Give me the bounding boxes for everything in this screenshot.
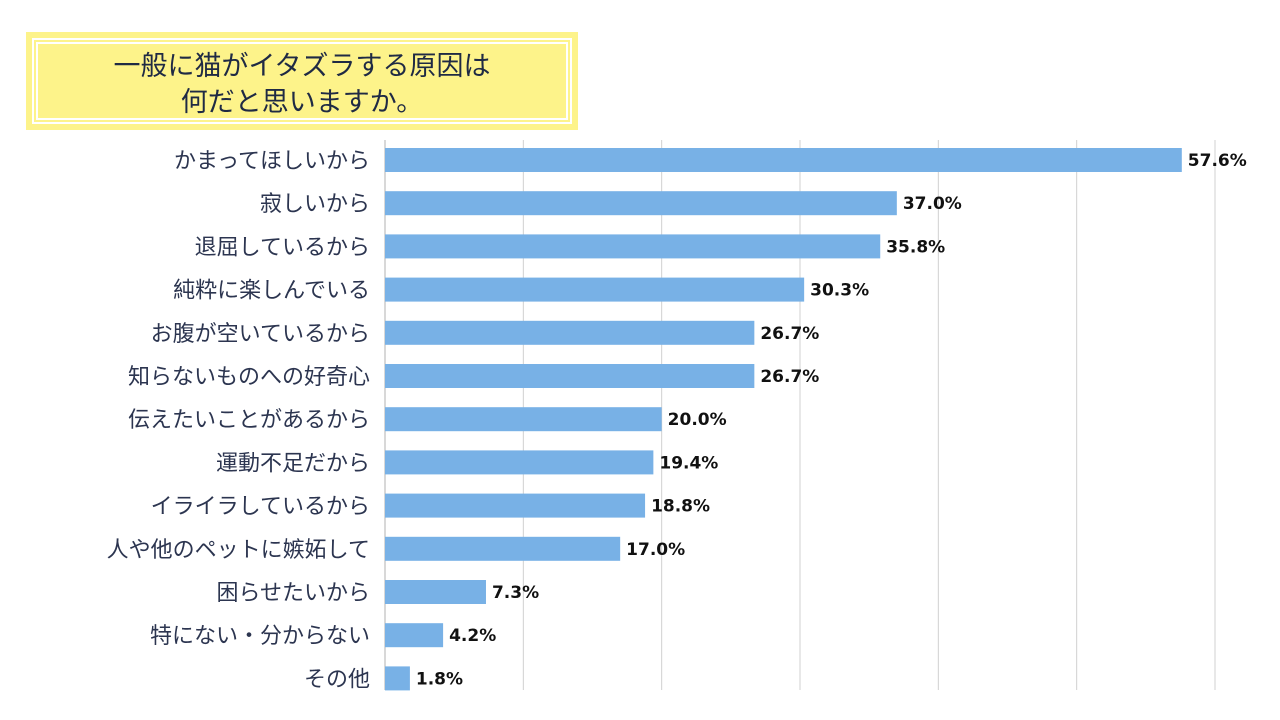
bar	[385, 666, 410, 691]
category-label: 人や他のペットに嫉妬して	[107, 538, 370, 563]
category-label: 運動不足だから	[216, 451, 370, 476]
category-label: 伝えたいことがあるから	[128, 408, 370, 433]
category-label: イライラしているから	[151, 495, 370, 520]
data-label: 26.7%	[760, 324, 819, 344]
category-label: 寂しいから	[260, 192, 370, 217]
data-label: 19.4%	[659, 453, 718, 473]
bar	[385, 234, 881, 259]
bar	[385, 320, 755, 345]
data-label: 20.0%	[668, 410, 727, 430]
category-label: その他	[304, 667, 370, 692]
bar	[385, 450, 654, 475]
chart-title-line-1: 一般に猫がイタズラする原因は	[113, 51, 491, 82]
category-label: 特にない・分からない	[150, 624, 370, 649]
chart-title-box: 一般に猫がイタズラする原因は 何だと思いますか。	[26, 32, 578, 130]
bar	[385, 536, 621, 561]
data-label: 57.6%	[1188, 151, 1247, 171]
title-inner-border	[36, 42, 568, 120]
category-label: お腹が空いているから	[151, 322, 370, 347]
bar	[385, 623, 444, 648]
data-label: 4.2%	[449, 626, 496, 646]
data-label: 7.3%	[492, 583, 539, 603]
data-label: 17.0%	[626, 540, 685, 560]
data-label: 18.8%	[651, 497, 710, 517]
bar	[385, 364, 755, 388]
chart-title: 一般に猫がイタズラする原因は 何だと思いますか。	[29, 49, 575, 121]
bar	[385, 407, 662, 432]
bar	[385, 580, 486, 604]
category-label: 純粋に楽しんでいる	[173, 279, 370, 304]
category-label: 知らないものへの好奇心	[128, 365, 370, 390]
data-label: 35.8%	[886, 237, 945, 257]
bar	[385, 148, 1182, 172]
chart-title-line-2: 何だと思いますか。	[180, 87, 424, 118]
category-label: 退屈しているから	[195, 235, 370, 260]
category-label: かまってほしいから	[174, 149, 370, 174]
bar	[385, 277, 805, 302]
bar	[385, 493, 646, 518]
bar	[385, 191, 897, 216]
data-label: 1.8%	[416, 669, 463, 689]
category-label: 困らせたいから	[216, 581, 370, 606]
data-label: 30.3%	[810, 281, 869, 301]
data-label: 37.0%	[903, 194, 962, 214]
data-label: 26.7%	[760, 367, 819, 387]
